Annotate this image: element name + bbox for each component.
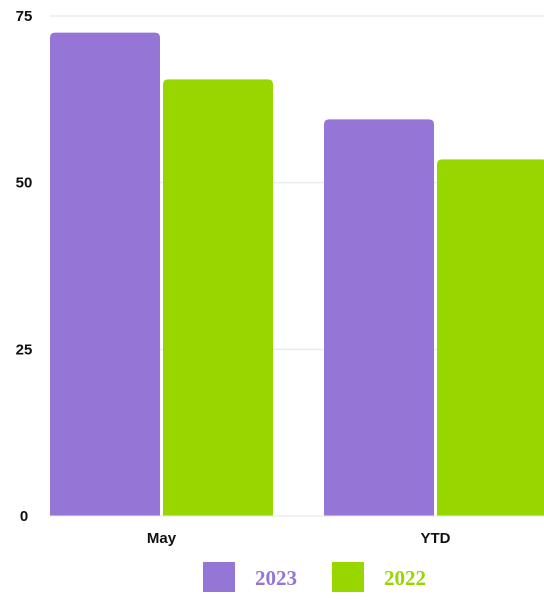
- x-tick-label-ytd: YTD: [421, 530, 451, 547]
- y-tick-label-50: 50: [16, 175, 33, 192]
- x-tick-label-may: May: [147, 530, 177, 547]
- y-tick-label-25: 25: [16, 341, 33, 358]
- y-tick-label-75: 75: [16, 8, 33, 25]
- bar-ytd-2023: [324, 119, 434, 516]
- bar-may-2023: [50, 32, 160, 517]
- bars: [50, 32, 544, 517]
- legend-swatch-2023: [203, 562, 235, 592]
- bar-ytd-2022: [437, 159, 544, 516]
- y-tick-label-0: 0: [20, 508, 28, 525]
- legend: 2023 2022: [203, 562, 426, 592]
- legend-label-2023: 2023: [255, 566, 297, 590]
- bar-may-2022: [163, 79, 273, 516]
- legend-label-2022: 2022: [384, 566, 426, 590]
- legend-swatch-2022: [332, 562, 364, 592]
- axis-labels: 0 25 50 75 May YTD: [16, 8, 544, 547]
